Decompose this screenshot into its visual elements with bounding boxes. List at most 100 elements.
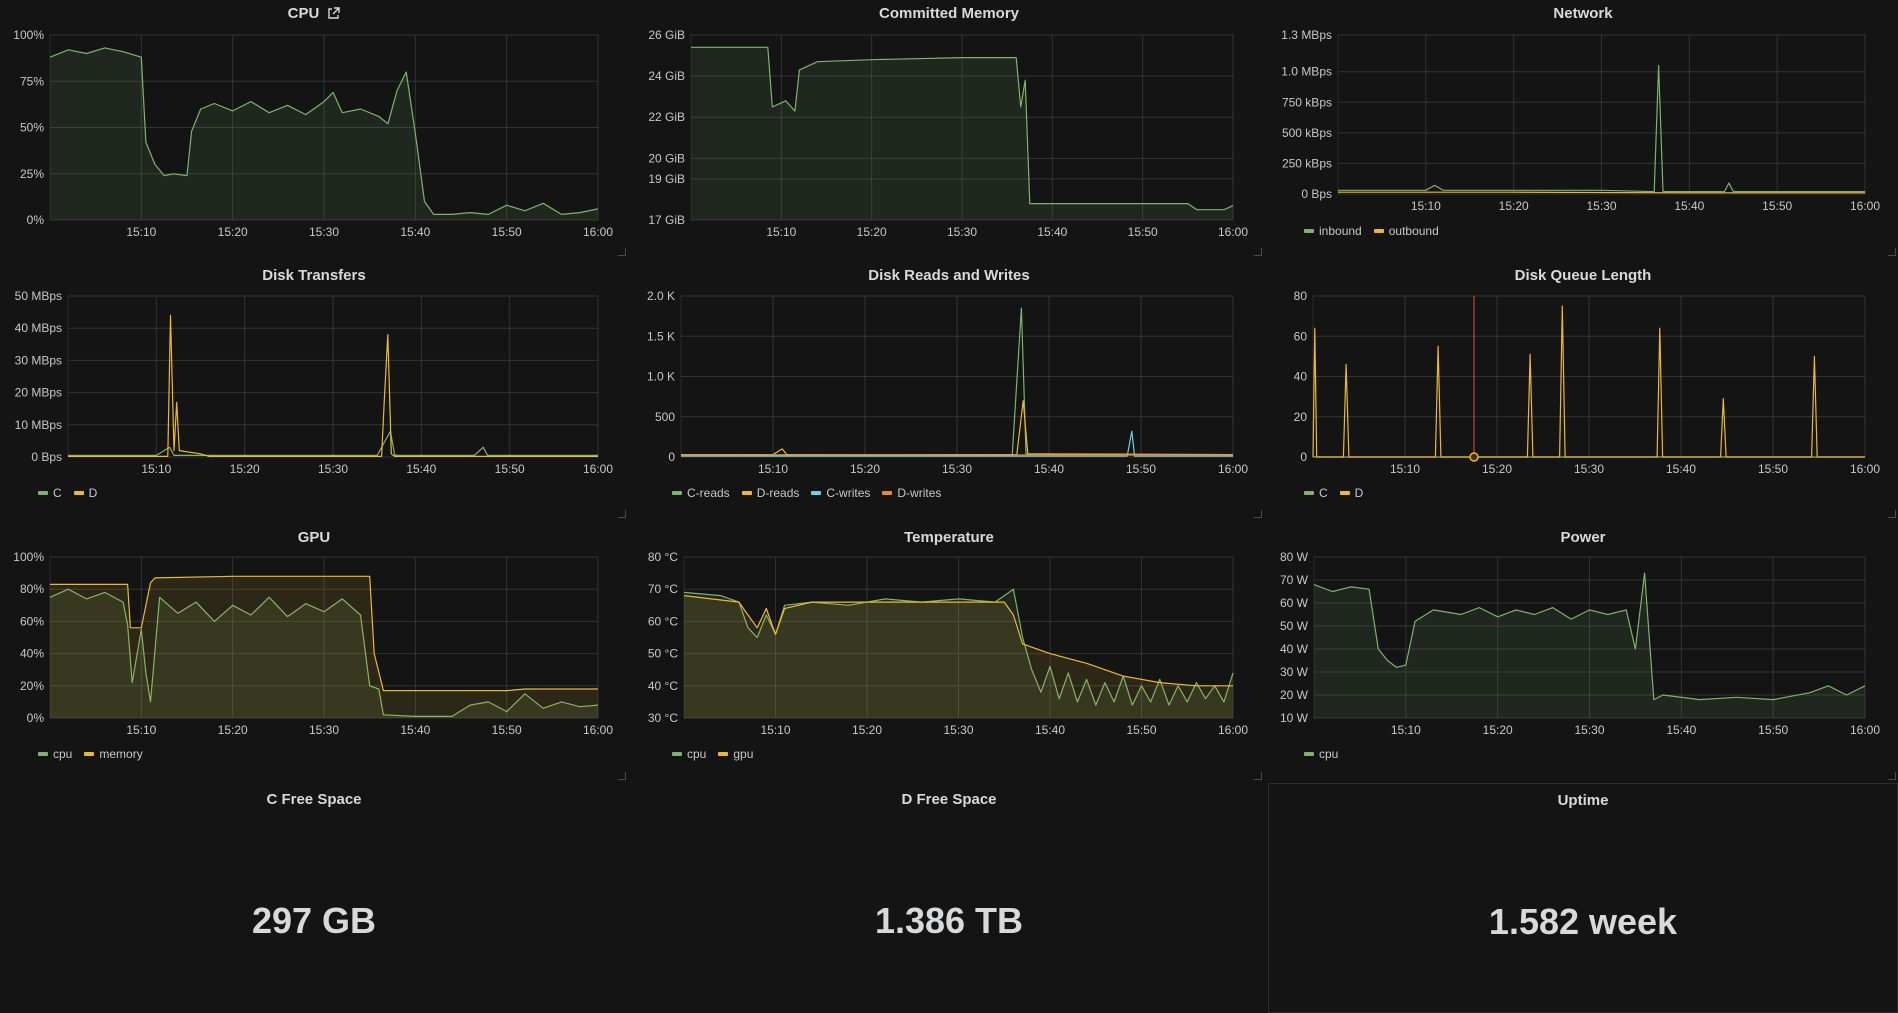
legend-item-c[interactable]: C xyxy=(38,486,62,500)
y-tick-label: 80% xyxy=(20,582,44,596)
graph-network[interactable]: 0 Bps 250 kBps 500 kBps 750 kBps 1.0 MBps 1.3… xyxy=(1268,0,1898,258)
panel-gpu[interactable]: GPU 0% 20% 40% 60% 80% 100% 15:10 15:20 15:30 15:… xyxy=(0,524,628,782)
external-link-icon[interactable] xyxy=(327,7,341,24)
panel-title[interactable]: Power xyxy=(1560,529,1606,546)
resize-handle[interactable] xyxy=(618,248,626,256)
y-tick-label: 40% xyxy=(20,647,44,661)
panel-cpu[interactable]: CPU 0% 25% 50% 75% 100% 15:10 15:20 15:30 15:40 1… xyxy=(0,0,628,258)
y-tick-label: 100% xyxy=(13,550,44,564)
legend-label: D xyxy=(1354,486,1364,500)
legend-item-d-reads[interactable]: D-reads xyxy=(741,486,799,500)
y-tick-label: 40 xyxy=(1294,370,1308,384)
panel-title[interactable]: D Free Space xyxy=(901,791,997,808)
y-tick-label: 60 xyxy=(1294,329,1308,343)
graph-gpu[interactable]: 0% 20% 40% 60% 80% 100% 15:10 15:20 15:30 15:40 15… xyxy=(0,524,628,782)
y-tick-label: 50 W xyxy=(1280,619,1309,633)
y-tick-label: 2.0 K xyxy=(647,289,675,303)
panel-title[interactable]: Disk Transfers xyxy=(262,267,366,284)
series-line-cpu xyxy=(49,588,599,717)
legend-item-c-writes[interactable]: C-writes xyxy=(811,486,870,500)
panel-title[interactable]: Temperature xyxy=(904,529,994,546)
graph-power[interactable]: 10 W 20 W 30 W 40 W 50 W 60 W 70 W 80 W 15:10 15:… xyxy=(1268,524,1898,782)
y-tick-label: 70 °C xyxy=(648,582,678,596)
legend-item-d[interactable]: D xyxy=(1339,486,1364,500)
y-tick-label: 0 Bps xyxy=(31,450,62,464)
panel-title[interactable]: Disk Queue Length xyxy=(1514,267,1652,284)
legend-item-d-writes[interactable]: D-writes xyxy=(882,486,941,500)
graph-temperature[interactable]: 30 °C 40 °C 50 °C 60 °C 70 °C 80 °C 15:10 15:20… xyxy=(634,524,1264,782)
legend-item-memory[interactable]: memory xyxy=(84,747,143,761)
x-tick-label: 16:00 xyxy=(583,462,613,476)
panel-disk-transfers[interactable]: Disk Transfers 0 Bps 10 MBps 20 MBps 30 MBp… xyxy=(0,262,628,520)
panel-committed-memory[interactable]: Committed Memory 17 GiB 19 GiB 20 GiB 22 Gi… xyxy=(634,0,1264,258)
legend-label: cpu xyxy=(53,747,73,761)
panel-uptime[interactable]: Uptime 1.582 week xyxy=(1268,783,1898,1013)
legend-swatch xyxy=(38,752,48,756)
series-area-cpu xyxy=(50,589,598,718)
graph-disk-transfers[interactable]: 0 Bps 10 MBps 20 MBps 30 MBps 40 MBps 50 MBps… xyxy=(0,262,628,520)
legend-item-cpu[interactable]: cpu xyxy=(1304,747,1338,761)
legend-item-outbound[interactable]: outbound xyxy=(1373,224,1439,238)
legend-item-c-reads[interactable]: C-reads xyxy=(672,486,730,500)
panel-c-free-space[interactable]: C Free Space 297 GB xyxy=(0,786,628,1013)
resize-handle[interactable] xyxy=(1254,248,1262,256)
legend-item-cpu[interactable]: cpu xyxy=(38,747,72,761)
panel-temperature[interactable]: Temperature 30 °C 40 °C 50 °C 60 °C 70 °C 80 … xyxy=(634,524,1264,782)
x-tick-label: 15:20 xyxy=(857,225,887,239)
panel-title[interactable]: Disk Reads and Writes xyxy=(868,267,1030,284)
panel-disk-queue-length[interactable]: Disk Queue Length 0 20 40 60 80 15:10 15:20 15:… xyxy=(1268,262,1898,520)
y-tick-label: 250 kBps xyxy=(1282,156,1332,170)
graph-cpu[interactable]: 0% 25% 50% 75% 100% 15:10 15:20 15:30 15:40 15:50… xyxy=(0,0,628,258)
y-tick-label: 20 W xyxy=(1280,688,1309,702)
resize-handle[interactable] xyxy=(1254,772,1262,780)
series-line-memory xyxy=(50,575,598,692)
panel-power[interactable]: Power 10 W 20 W 30 W 40 W 50 W 60 W 70 W 80 W 15… xyxy=(1268,524,1898,782)
panel-title[interactable]: Uptime xyxy=(1557,792,1609,809)
resize-handle[interactable] xyxy=(618,772,626,780)
x-tick-label: 15:10 xyxy=(126,225,156,239)
series-area-cpu xyxy=(684,589,1233,718)
stat-value-uptime: 1.582 week xyxy=(1488,901,1678,942)
series-line-gpu xyxy=(683,595,1233,687)
legend-swatch xyxy=(38,491,48,495)
resize-handle[interactable] xyxy=(1888,248,1896,256)
graph-disk-reads-writes[interactable]: 0 500 1.0 K 1.5 K 2.0 K 15:10 15:20 15:30 15:40 1… xyxy=(634,262,1264,520)
series-line-D xyxy=(68,314,598,457)
graph-disk-queue-length[interactable]: 0 20 40 60 80 15:10 15:20 15:30 15:40 15:50 16:00 xyxy=(1268,262,1898,520)
legend-swatch xyxy=(672,491,682,495)
legend-item-inbound[interactable]: inbound xyxy=(1304,224,1362,238)
panel-title[interactable]: CPU xyxy=(0,5,628,24)
legend-item-c[interactable]: C xyxy=(1304,486,1328,500)
panel-disk-reads-writes[interactable]: Disk Reads and Writes 0 500 1.0 K 1.5 K 2.0 … xyxy=(634,262,1264,520)
y-tick-label: 50 MBps xyxy=(15,289,62,303)
panel-title[interactable]: Committed Memory xyxy=(878,5,1020,22)
graph-committed-memory[interactable]: 17 GiB 19 GiB 20 GiB 22 GiB 24 GiB 26 GiB 15:1… xyxy=(634,0,1264,258)
y-tick-label: 10 MBps xyxy=(15,418,62,432)
resize-handle[interactable] xyxy=(1888,510,1896,518)
panel-network[interactable]: Network 0 Bps 250 kBps 500 kBps 750 kBps 1.0… xyxy=(1268,0,1898,258)
legend-label: inbound xyxy=(1319,224,1362,238)
resize-handle[interactable] xyxy=(618,510,626,518)
stat-value-c-free-space: 297 GB xyxy=(251,900,377,941)
panel-title[interactable]: GPU xyxy=(297,529,331,546)
legend-swatch xyxy=(741,491,752,495)
legend-item-cpu[interactable]: cpu xyxy=(672,747,706,761)
panel-d-free-space[interactable]: D Free Space 1.386 TB xyxy=(634,786,1264,1013)
legend-label: C xyxy=(1319,486,1328,500)
legend-item-d[interactable]: D xyxy=(73,486,97,500)
legend-swatch xyxy=(1304,229,1314,233)
legend: C D xyxy=(1304,486,1363,500)
legend-label: D-writes xyxy=(897,486,942,500)
legend-item-gpu[interactable]: gpu xyxy=(718,747,753,761)
panel-title[interactable]: Network xyxy=(1553,5,1613,22)
series-line-cpu xyxy=(49,47,599,215)
panel-title-text[interactable]: CPU xyxy=(287,5,320,22)
y-tick-label: 25% xyxy=(20,167,44,181)
panel-title[interactable]: C Free Space xyxy=(266,791,362,808)
resize-handle[interactable] xyxy=(1888,772,1896,780)
y-tick-label: 0% xyxy=(27,711,45,725)
y-tick-label: 1.3 MBps xyxy=(1281,28,1332,42)
y-tick-label: 80 W xyxy=(1280,550,1309,564)
resize-handle[interactable] xyxy=(1254,510,1262,518)
x-tick-label: 15:40 xyxy=(400,723,430,737)
